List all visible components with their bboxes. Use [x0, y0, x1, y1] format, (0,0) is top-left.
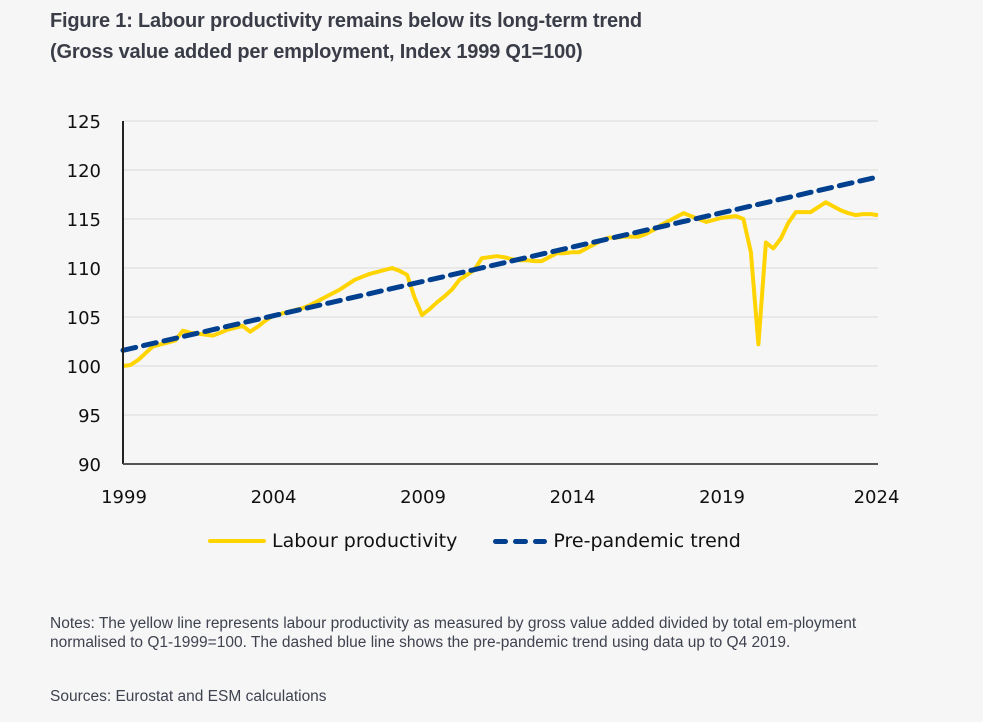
- series-line-labour-productivity: [122, 200, 879, 368]
- chart-notes: Notes: The yellow line represents labour…: [50, 615, 857, 651]
- x-tick-label: 1999: [101, 487, 147, 508]
- x-tick-label: 2014: [550, 487, 596, 508]
- title-line-1: Figure 1: Labour productivity remains be…: [50, 10, 642, 32]
- x-tick-label: 2009: [400, 487, 446, 508]
- chart-sources: Sources: Eurostat and ESM calculations: [50, 688, 327, 705]
- x-tick-label: 2024: [854, 487, 900, 508]
- x-tick-label: 2019: [699, 487, 745, 508]
- legend-item-productivity: Labour productivity: [208, 530, 457, 552]
- gridlines: [123, 120, 878, 416]
- y-tick-label: 105: [67, 308, 101, 329]
- y-tick-label: 120: [67, 161, 101, 182]
- y-tick-label: 125: [67, 112, 101, 133]
- series-group: [120, 174, 881, 368]
- legend-label-trend: Pre-pandemic trend: [553, 530, 741, 552]
- legend-label-productivity: Labour productivity: [272, 530, 458, 552]
- y-tick-label: 115: [67, 210, 101, 231]
- y-axis-ticks: 90 95 100 105 110 115 120 125: [67, 112, 101, 476]
- chart-title: Figure 1: Labour productivity remains be…: [50, 6, 642, 68]
- legend-item-trend: Pre-pandemic trend: [493, 530, 741, 552]
- x-axis-ticks: 1999 2004 2009 2014 2019 2024: [101, 487, 899, 508]
- title-line-2: (Gross value added per employment, Index…: [50, 41, 583, 63]
- legend-swatch-solid-yellow: [208, 539, 266, 543]
- y-tick-label: 95: [78, 406, 101, 427]
- y-tick-label: 100: [67, 357, 101, 378]
- x-tick-label: 2004: [251, 487, 297, 508]
- series-line-pre-pandemic-trend: [120, 174, 881, 353]
- y-tick-label: 90: [78, 455, 101, 476]
- legend: Labour productivity Pre-pandemic trend: [208, 530, 741, 552]
- legend-swatch-dashed-blue: [493, 538, 548, 544]
- y-tick-label: 110: [67, 259, 101, 280]
